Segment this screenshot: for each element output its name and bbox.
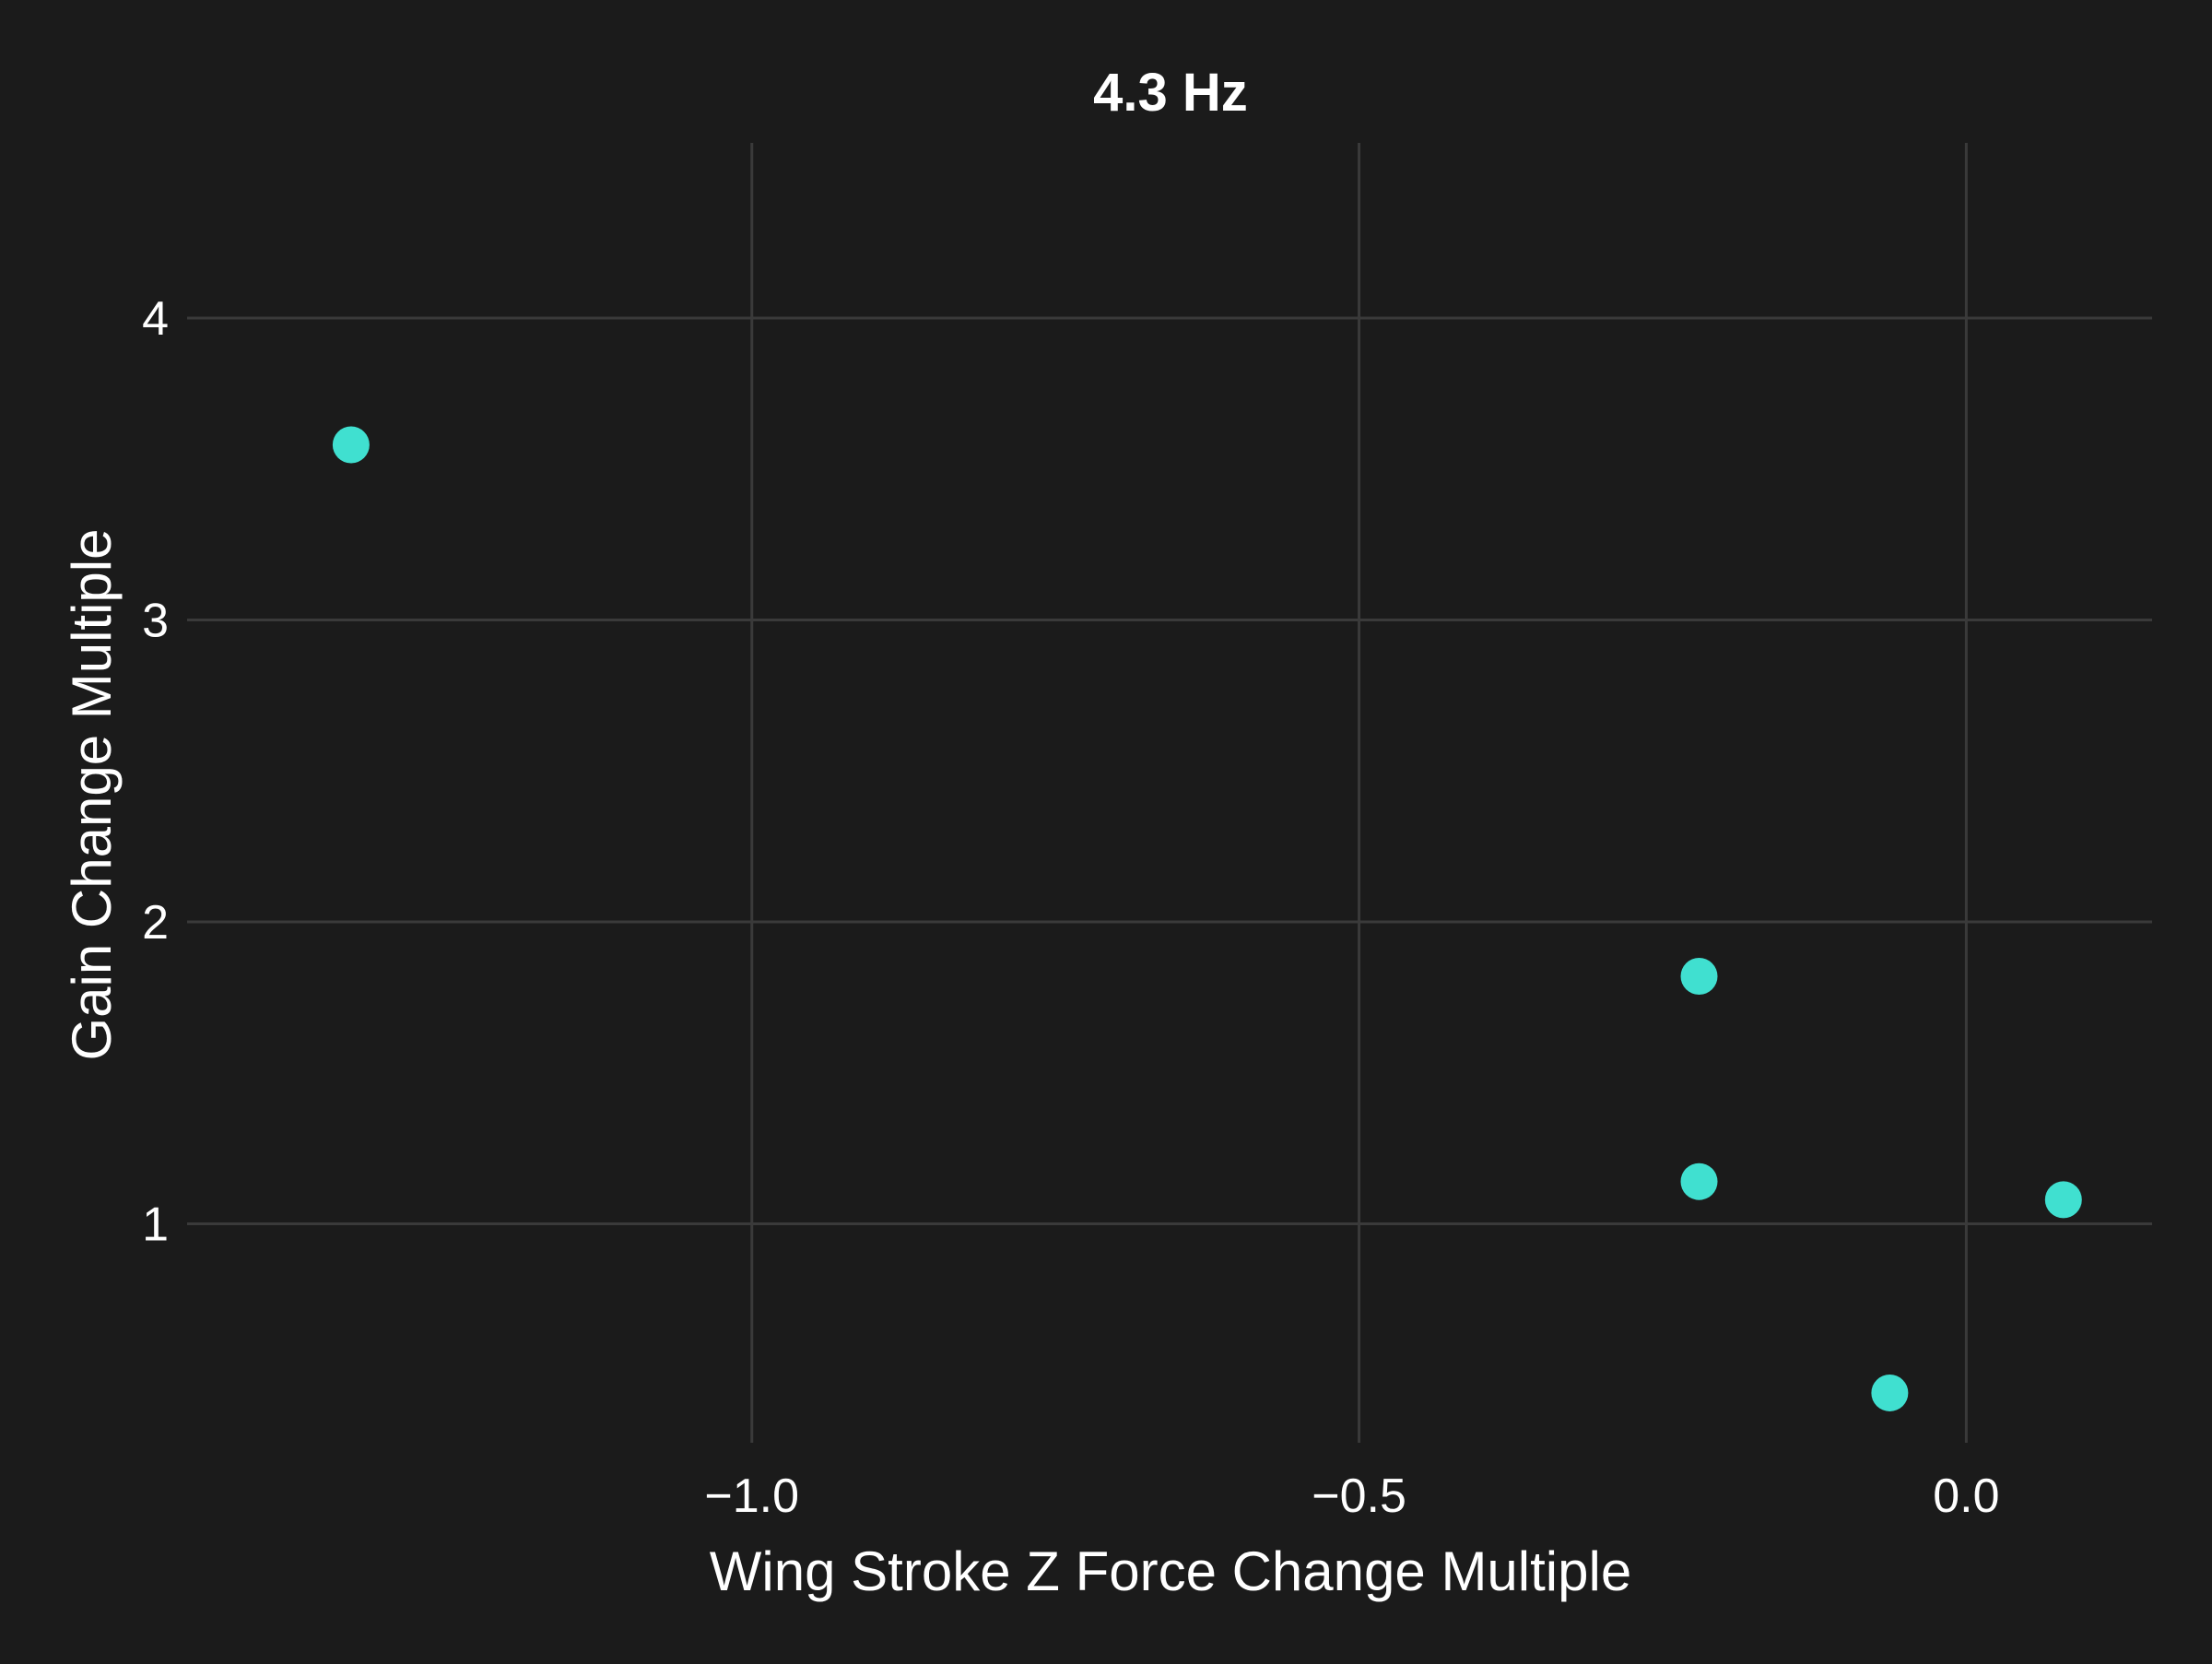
x-tick-label: −1.0 [704,1469,799,1523]
grid-layer [187,143,2152,1443]
y-tick-label: 4 [142,292,169,346]
data-point [2044,1181,2082,1219]
chart-title: 4.3 Hz [1093,63,1248,123]
x-tick-label: −0.5 [1312,1469,1406,1523]
data-point [1871,1374,1909,1411]
y-axis-label: Gain Change Multiple [61,528,123,1060]
point-layer [332,426,2082,1411]
tick-layer: −1.0 −0.5 0.0 1 2 3 4 [142,292,1999,1523]
y-tick-label: 2 [142,896,169,950]
y-tick-label: 3 [142,594,169,647]
data-point [1680,1162,1718,1200]
x-tick-label: 0.0 [1933,1469,1999,1523]
data-point [332,426,370,464]
x-axis-label: Wing Stroke Z Force Change Multiple [710,1540,1631,1602]
y-tick-label: 1 [142,1198,169,1252]
data-point [1680,957,1718,995]
